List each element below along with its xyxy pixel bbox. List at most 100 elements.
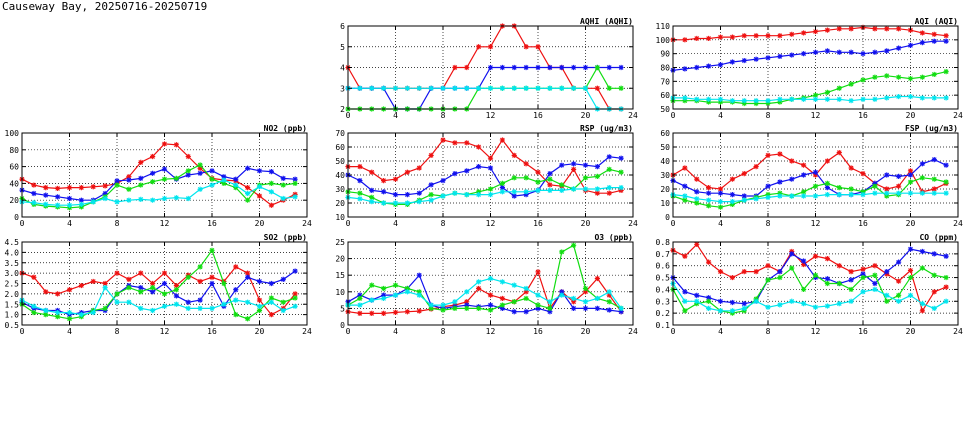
data-point <box>836 192 842 198</box>
data-point <box>777 96 783 102</box>
data-point <box>185 195 191 202</box>
data-point <box>440 137 446 143</box>
data-point <box>55 291 61 297</box>
data-point <box>452 305 458 311</box>
data-point <box>694 176 700 182</box>
data-point <box>907 179 914 185</box>
data-point <box>812 304 819 310</box>
data-point <box>907 93 914 100</box>
data-point <box>256 307 263 314</box>
data-point <box>801 96 807 102</box>
data-point <box>499 295 505 302</box>
data-point <box>872 280 878 287</box>
series-line <box>348 277 622 309</box>
chart-co: 0 4 8 12 16 20 24 0.1 0.2 0.3 0.4 0.5 0.6 0.7 0.8 CO (p… <box>656 233 963 336</box>
data-point <box>55 194 61 200</box>
series-line <box>347 270 622 314</box>
data-point <box>381 295 387 302</box>
data-point <box>860 189 866 195</box>
data-point <box>884 172 890 178</box>
data-point <box>765 100 771 107</box>
data-point <box>268 295 274 301</box>
data-point <box>943 298 949 304</box>
data-point <box>487 44 494 50</box>
data-point <box>559 64 565 71</box>
data-point <box>836 263 842 269</box>
data-point <box>161 270 168 276</box>
data-point <box>717 269 724 275</box>
data-point <box>860 171 866 177</box>
y-tick-label: 0 <box>665 213 670 222</box>
y-tick-label: 50 <box>660 143 670 152</box>
x-tick-label: 8 <box>441 111 446 120</box>
data-point <box>694 96 700 102</box>
data-point <box>233 176 239 182</box>
data-point <box>789 265 795 271</box>
chart-rsp: 0 4 8 12 16 20 24 10 20 30 40 50 60 70 RSP (ug/m3) <box>335 124 638 228</box>
data-point <box>943 33 949 39</box>
data-point <box>884 190 890 196</box>
data-point <box>547 171 553 177</box>
data-point <box>381 310 387 316</box>
data-point <box>523 189 529 195</box>
data-point <box>523 85 529 91</box>
data-point <box>233 182 239 188</box>
data-point <box>836 96 842 102</box>
data-point <box>717 199 724 205</box>
data-point <box>150 285 156 291</box>
data-point <box>594 190 600 196</box>
data-point <box>582 186 589 192</box>
data-point <box>836 185 842 191</box>
data-point <box>824 48 830 54</box>
data-point <box>126 285 132 291</box>
data-point <box>741 193 747 199</box>
y-tick-label: 60 <box>335 143 345 152</box>
data-point <box>535 187 541 193</box>
data-point <box>369 282 375 288</box>
y-tick-label: 100 <box>5 129 20 138</box>
data-point <box>547 305 553 311</box>
data-point <box>860 96 866 102</box>
data-point <box>694 196 700 202</box>
data-point <box>102 190 108 197</box>
x-tick-label: 8 <box>115 327 120 336</box>
data-point <box>618 64 624 71</box>
chart-title: CO (ppm) <box>919 233 958 242</box>
data-point <box>511 299 517 305</box>
data-point <box>233 287 239 293</box>
data-point <box>682 95 688 101</box>
series-rsp-2 <box>345 166 624 207</box>
data-point <box>753 98 759 104</box>
data-point <box>138 196 144 202</box>
data-point <box>801 301 807 307</box>
data-point <box>884 186 890 192</box>
data-point <box>884 292 890 298</box>
data-point <box>582 64 589 71</box>
y-tick-label: 4.5 <box>5 238 20 247</box>
data-point <box>943 190 949 196</box>
data-point <box>943 274 949 281</box>
y-tick-label: 4.0 <box>5 248 20 257</box>
data-point <box>801 189 807 195</box>
data-point <box>126 174 132 180</box>
data-point <box>931 289 937 295</box>
data-point <box>919 161 925 167</box>
data-point <box>682 183 688 189</box>
data-point <box>173 195 179 201</box>
data-point <box>824 276 830 282</box>
data-point <box>126 276 132 282</box>
y-tick-label: 20 <box>335 255 345 264</box>
data-point <box>499 180 505 186</box>
data-point <box>741 305 747 311</box>
data-point <box>753 33 759 39</box>
data-point <box>428 192 434 198</box>
data-point <box>848 277 854 283</box>
data-point <box>606 154 612 160</box>
y-tick-label: 20 <box>335 199 345 208</box>
data-point <box>777 302 783 308</box>
data-point <box>138 305 144 311</box>
data-point <box>535 302 541 308</box>
series-aqi-2 <box>670 69 949 107</box>
data-point <box>594 186 600 192</box>
data-point <box>150 280 156 287</box>
